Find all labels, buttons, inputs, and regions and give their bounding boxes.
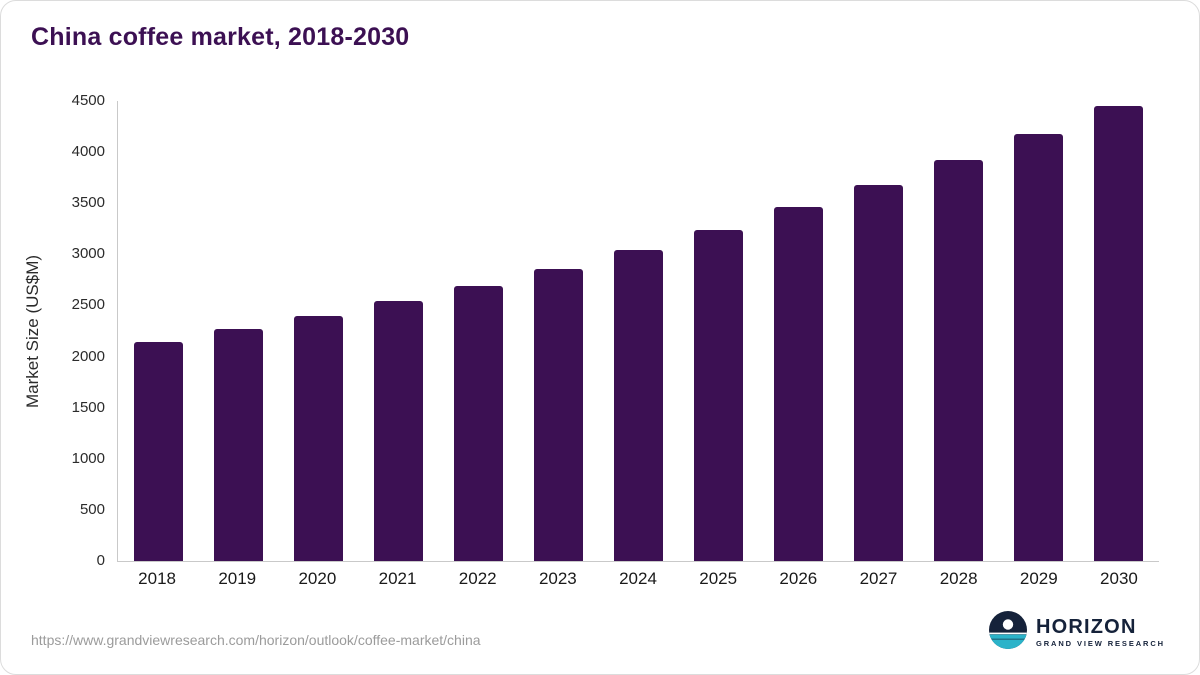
bar-slot [759,101,839,561]
bar-2023 [533,268,583,561]
y-tick-label-1000: 1000 [71,449,105,467]
bar-slot [198,101,278,561]
bar-slot [839,101,919,561]
bar-2029 [1014,133,1064,561]
bar-2030 [1094,105,1144,561]
y-axis-ticks: 0 500 1000 1500 2000 2500 3000 3500 4000 4500 [1,93,105,569]
logo-title: HORIZON [1035,616,1137,639]
x-tick-label-2030: 2030 [1100,569,1138,588]
x-tick-label-2026: 2026 [779,569,818,588]
y-tick-label-3000: 3000 [71,245,105,263]
x-axis-labels: 2018 2019 2020 2021 2022 2023 2024 2025 2026 2027… [117,569,1159,589]
horizon-logo-text: HORIZON GRAND VIEW RESEARCH [1036,617,1165,648]
x-tick-label-2028: 2028 [939,569,978,588]
x-tick-label-2018: 2018 [138,569,176,588]
bar-slot [999,101,1079,561]
y-tick-label-2000: 2000 [71,347,105,365]
y-tick-label-2500: 2500 [71,296,105,314]
bar-slot [518,101,598,561]
horizon-logo-icon [988,611,1027,654]
x-tick-label-2029: 2029 [1019,569,1058,588]
bar-slot [919,101,999,561]
x-tick-label-2027: 2027 [859,569,898,588]
bar-slot [118,101,198,561]
y-tick-label-3500: 3500 [71,194,105,212]
x-tick-label-2019: 2019 [218,569,257,588]
bar-2024 [614,249,663,561]
chart-title: China coffee market, 2018-2030 [31,23,410,51]
bar-slot [679,101,759,561]
horizon-logo: HORIZON GRAND VIEW RESEARCH [988,611,1165,654]
y-tick-label-4000: 4000 [71,143,105,161]
x-tick-label-2020: 2020 [298,569,337,588]
x-tick-label-2021: 2021 [378,569,417,588]
y-tick-label-1500: 1500 [71,398,105,416]
bar-slot [598,101,678,561]
bar-2027 [854,184,904,561]
y-tick-label-4500: 4500 [71,92,105,109]
bar-slot [278,101,358,561]
bar-2019 [213,328,263,561]
logo-subtitle: GRAND VIEW RESEARCH [1035,639,1165,649]
bar-slot [1079,101,1159,561]
bar-slot [358,101,438,561]
source-url: https://www.grandviewresearch.com/horizo… [31,632,481,648]
y-tick-label-0: 0 [96,552,105,569]
x-tick-label-2023: 2023 [538,569,577,588]
bar-2025 [694,229,744,561]
bar-2026 [774,207,824,561]
bar-2022 [453,285,503,561]
bar-2020 [293,316,343,561]
bars [118,101,1159,561]
bar-slot [438,101,518,561]
bar-2018 [133,342,183,561]
y-tick-label-500: 500 [79,500,105,518]
x-tick-label-2025: 2025 [699,569,738,588]
x-tick-label-2024: 2024 [619,569,657,588]
plot-area [117,101,1159,562]
bar-2028 [934,159,984,561]
bar-2021 [373,301,423,561]
x-tick-label-2022: 2022 [458,569,497,588]
